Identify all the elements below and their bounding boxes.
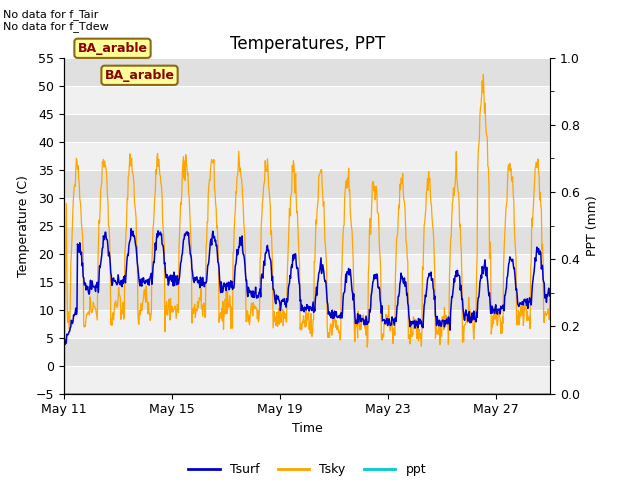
Bar xyxy=(64,226,550,253)
Bar xyxy=(64,310,550,337)
Y-axis label: PPT (mm): PPT (mm) xyxy=(586,195,598,256)
Text: No data for f_Tair: No data for f_Tair xyxy=(3,9,99,20)
Y-axis label: Temperature (C): Temperature (C) xyxy=(17,175,30,276)
Bar xyxy=(64,58,550,85)
Bar xyxy=(64,253,550,282)
Bar xyxy=(64,169,550,198)
Bar xyxy=(64,366,550,394)
Text: BA_arable: BA_arable xyxy=(104,69,175,82)
Bar xyxy=(64,337,550,366)
Bar xyxy=(64,114,550,142)
X-axis label: Time: Time xyxy=(292,422,323,435)
Legend: Tsurf, Tsky, ppt: Tsurf, Tsky, ppt xyxy=(183,458,431,480)
Title: Temperatures, PPT: Temperatures, PPT xyxy=(230,35,385,53)
Bar xyxy=(64,85,550,114)
Bar xyxy=(64,142,550,169)
Text: No data for f_Tdew: No data for f_Tdew xyxy=(3,21,109,32)
Text: BA_arable: BA_arable xyxy=(77,42,147,55)
Bar xyxy=(64,198,550,226)
Bar xyxy=(64,282,550,310)
